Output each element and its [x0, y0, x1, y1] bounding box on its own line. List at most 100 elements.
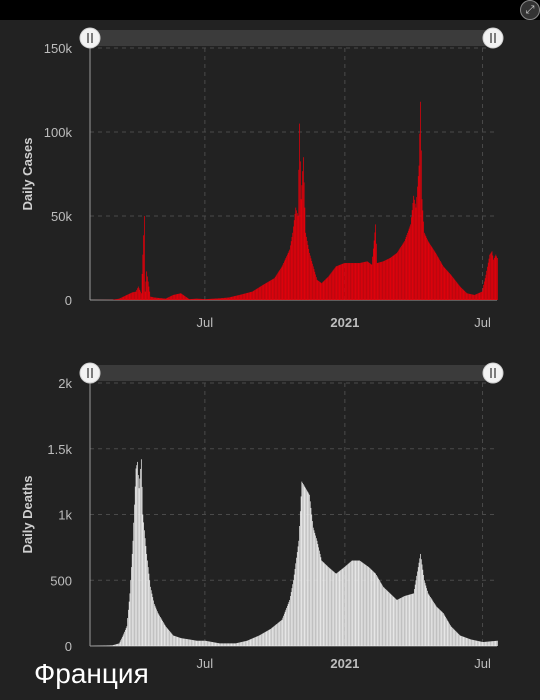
- bar: [456, 282, 458, 300]
- bar: [486, 641, 488, 646]
- slider-track[interactable]: [90, 365, 497, 381]
- bar: [384, 588, 386, 646]
- bar: [390, 257, 392, 300]
- bar: [336, 266, 338, 300]
- bar: [195, 298, 197, 300]
- bar: [160, 618, 162, 646]
- range-slider[interactable]: [79, 27, 504, 49]
- bar: [328, 275, 330, 300]
- bar: [349, 562, 351, 646]
- bar: [415, 207, 417, 300]
- bar: [198, 640, 199, 646]
- bar: [169, 296, 170, 300]
- bar: [378, 262, 380, 300]
- bar: [136, 289, 138, 300]
- bar: [202, 640, 204, 646]
- bar: [208, 641, 210, 646]
- bar: [271, 279, 273, 300]
- bar: [334, 572, 335, 646]
- bar: [445, 268, 446, 300]
- bar: [302, 482, 303, 646]
- bar: [423, 221, 424, 300]
- handle-knob[interactable]: [482, 27, 504, 49]
- bar: [165, 298, 167, 300]
- bar: [392, 255, 394, 300]
- bar: [185, 638, 187, 646]
- bar: [347, 263, 348, 300]
- bar: [385, 589, 387, 646]
- bar: [495, 254, 497, 300]
- bar: [172, 634, 173, 646]
- bar: [174, 636, 176, 646]
- bar: [484, 641, 486, 646]
- bar: [190, 299, 192, 300]
- bar: [166, 627, 167, 646]
- bar: [359, 560, 361, 646]
- bar: [368, 567, 370, 646]
- bar: [369, 263, 370, 300]
- bar: [341, 264, 342, 300]
- bar: [429, 595, 431, 646]
- slider-handle-right[interactable]: [482, 27, 504, 49]
- bar: [370, 569, 372, 646]
- bar: [221, 643, 223, 646]
- bar: [438, 258, 440, 300]
- bar: [207, 299, 208, 300]
- bar: [124, 296, 125, 300]
- bar: [223, 297, 224, 300]
- bar: [344, 263, 346, 300]
- slider-handle-right[interactable]: [482, 362, 504, 384]
- bar: [285, 609, 287, 646]
- bar: [392, 595, 393, 646]
- bar: [318, 281, 320, 300]
- bar: [189, 299, 191, 300]
- bar: [409, 594, 411, 646]
- range-slider[interactable]: [79, 362, 504, 384]
- bar: [227, 297, 229, 300]
- bar: [360, 561, 362, 646]
- bar: [358, 263, 360, 300]
- bar: [261, 285, 262, 300]
- x-tick-label: 2021: [330, 656, 359, 671]
- bar: [255, 289, 257, 300]
- slider-track[interactable]: [90, 30, 497, 46]
- bar: [395, 599, 397, 646]
- handle-knob[interactable]: [79, 27, 101, 49]
- bar: [318, 280, 319, 300]
- bar: [279, 621, 281, 646]
- bar: [273, 626, 275, 646]
- bar: [455, 281, 457, 300]
- handle-knob[interactable]: [482, 362, 504, 384]
- bar: [334, 268, 335, 300]
- bar: [290, 592, 292, 646]
- bar: [126, 294, 128, 300]
- bar: [256, 636, 258, 646]
- bar: [373, 572, 375, 646]
- bar: [443, 614, 445, 646]
- bar: [372, 570, 373, 646]
- bar: [315, 535, 316, 646]
- bar: [493, 641, 494, 646]
- bar: [160, 298, 162, 300]
- bar: [146, 553, 148, 646]
- bar: [277, 623, 278, 646]
- bar: [361, 262, 363, 300]
- bar: [145, 281, 147, 300]
- bar: [285, 258, 287, 300]
- slider-handle-left[interactable]: [79, 362, 101, 384]
- bar: [309, 494, 310, 646]
- bar: [425, 585, 427, 646]
- bar: [328, 276, 329, 300]
- bar: [367, 261, 369, 300]
- bar: [365, 261, 367, 300]
- bar: [248, 640, 249, 646]
- bar: [179, 293, 181, 300]
- slider-handle-left[interactable]: [79, 27, 101, 49]
- bar: [230, 296, 232, 300]
- bar: [243, 293, 245, 300]
- bar: [157, 613, 159, 646]
- bar: [306, 489, 307, 646]
- bar: [118, 298, 119, 300]
- bar: [290, 596, 291, 646]
- handle-knob[interactable]: [79, 362, 101, 384]
